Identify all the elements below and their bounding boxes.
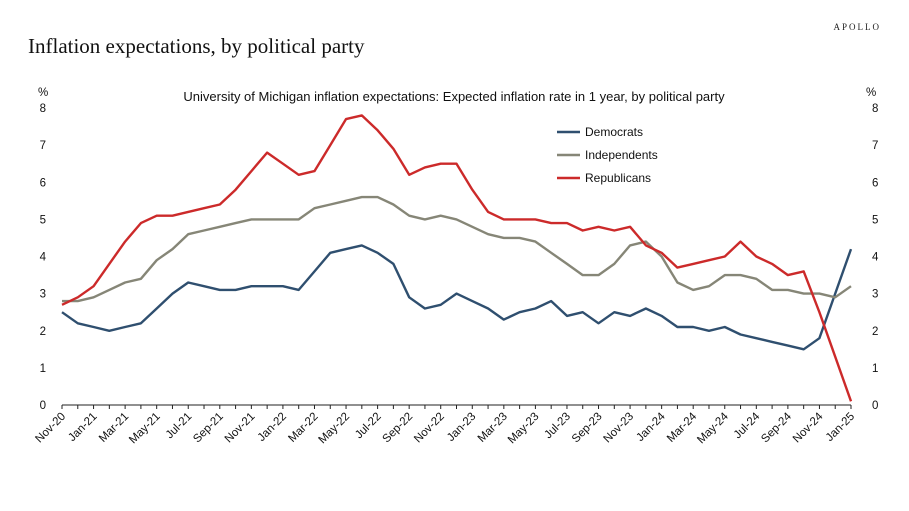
y-tick-label-right: 8 (872, 103, 878, 115)
y-tick-label-left: 7 (40, 140, 46, 152)
legend-label: Republicans (585, 171, 651, 185)
x-tick-label: May-24 (695, 410, 731, 446)
brand-logo: APOLLO (833, 22, 881, 32)
y-tick-label-left: 6 (40, 177, 46, 189)
x-tick-label: May-23 (506, 411, 542, 447)
y-tick-label-left: 1 (40, 363, 46, 375)
legend-label: Democrats (585, 125, 643, 139)
y-tick-label-left: 0 (40, 400, 46, 412)
x-tick-label: Jan-22 (256, 411, 289, 444)
x-tick-label: Jul-23 (542, 411, 573, 442)
x-tick-label: Sep-23 (570, 411, 605, 446)
series-line-independents (62, 195, 852, 303)
chart-subtitle: University of Michigan inflation expecta… (183, 89, 725, 104)
y-tick-label-right: 2 (872, 326, 878, 338)
series-line-republicans (61, 114, 853, 402)
y-tick-label-right: 4 (872, 252, 879, 264)
x-tick-label: Mar-21 (97, 411, 131, 445)
x-tick-label: Jul-21 (164, 411, 195, 442)
x-tick-label: Mar-24 (665, 410, 700, 445)
y-tick-label-right: 3 (872, 289, 878, 301)
x-tick-label: Nov-23 (601, 411, 636, 446)
x-tick-label: May-21 (127, 411, 163, 447)
y-tick-label-right: 7 (872, 140, 878, 152)
y-tick-label-right: 6 (872, 177, 878, 189)
series-line-democrats (61, 244, 853, 351)
x-tick-label: Nov-21 (223, 411, 258, 446)
y-tick-label-left: 8 (40, 103, 46, 115)
y-tick-label-right: 5 (872, 214, 878, 226)
x-tick-label: May-22 (317, 411, 353, 447)
y-tick-label-left: 4 (40, 252, 47, 264)
x-tick-label: Sep-21 (191, 411, 226, 446)
x-tick-label: Jan-21 (66, 411, 99, 444)
x-tick-label: Mar-22 (286, 411, 320, 445)
x-tick-label: Jul-22 (353, 411, 384, 442)
y-tick-label-left: 2 (40, 326, 46, 338)
right-y-axis: 0 1 2 3 4 5 6 7 8 (872, 103, 879, 412)
x-tick-label: Sep-24 (759, 410, 794, 445)
left-axis-unit: % (38, 87, 48, 99)
legend-label: Independents (585, 148, 658, 162)
x-tick-label: Nov-22 (412, 411, 447, 446)
x-tick-label: Mar-23 (476, 411, 510, 445)
y-tick-label-right: 0 (872, 400, 878, 412)
y-tick-label-right: 1 (872, 363, 878, 375)
left-y-axis: 0 1 2 3 4 5 6 7 8 (40, 103, 47, 412)
x-tick-label: Jan-23 (445, 411, 478, 444)
right-axis-unit: % (866, 87, 876, 99)
x-tick-label: Jan-25 (824, 411, 857, 444)
x-tick-label: Nov-20 (33, 411, 68, 446)
y-tick-label-left: 5 (40, 214, 46, 226)
x-tick-label: Jan-24 (634, 410, 668, 444)
page-title: Inflation expectations, by political par… (28, 34, 365, 58)
x-tick-label: Nov-24 (791, 410, 826, 445)
series-lines (61, 114, 853, 402)
x-tick-label: Sep-22 (381, 411, 416, 446)
y-tick-label-left: 3 (40, 289, 46, 301)
legend: Democrats Independents Republicans (557, 125, 658, 185)
